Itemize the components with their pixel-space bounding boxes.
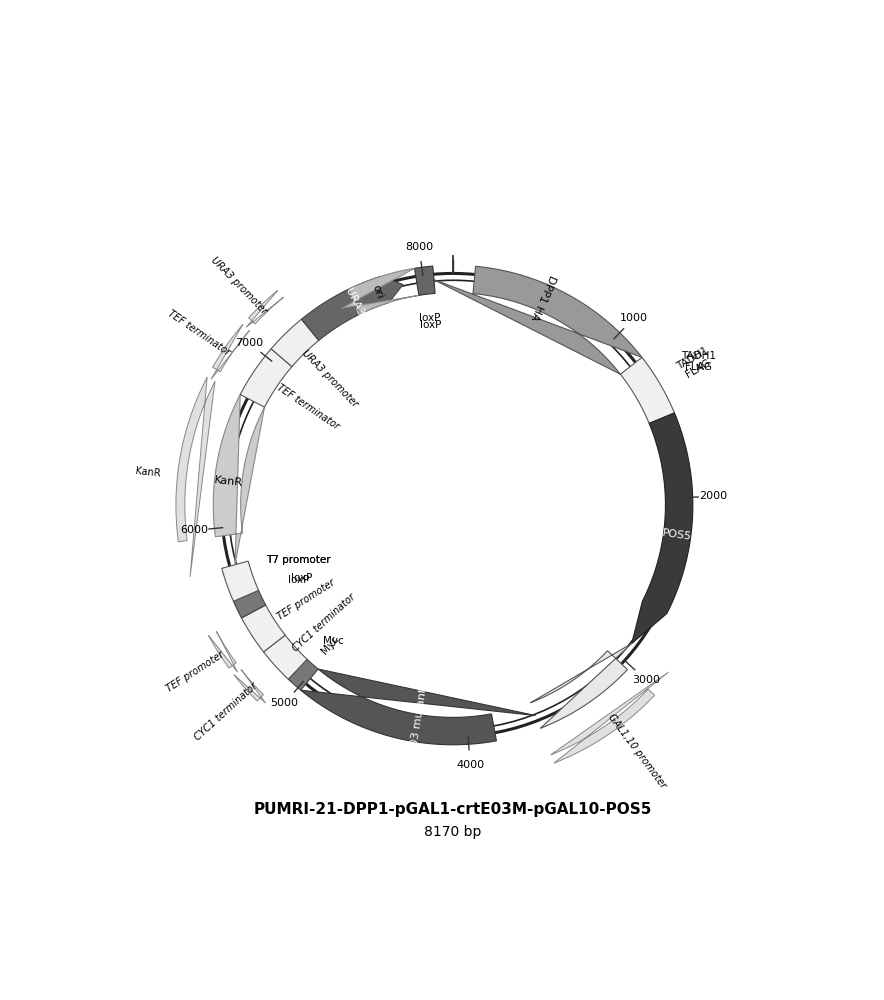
Polygon shape (288, 659, 318, 690)
Text: GAL1,10 promoter: GAL1,10 promoter (606, 712, 668, 790)
Polygon shape (246, 290, 284, 327)
Polygon shape (341, 268, 419, 314)
Text: 6000: 6000 (180, 525, 208, 535)
Text: Myc: Myc (323, 636, 343, 646)
Text: T7 promoter: T7 promoter (266, 555, 331, 565)
Text: loxP: loxP (419, 313, 440, 323)
Text: TEF terminator: TEF terminator (165, 309, 232, 358)
Polygon shape (240, 349, 292, 407)
Text: 7000: 7000 (235, 338, 263, 348)
Text: loxP: loxP (292, 573, 313, 583)
Polygon shape (233, 590, 266, 618)
Text: 4000: 4000 (456, 760, 484, 770)
Polygon shape (263, 635, 307, 679)
Polygon shape (209, 631, 238, 672)
Text: TEF promoter: TEF promoter (276, 578, 337, 622)
Polygon shape (621, 357, 674, 423)
Text: KanR: KanR (213, 475, 243, 488)
Text: ori: ori (371, 283, 385, 300)
Polygon shape (434, 266, 642, 374)
Polygon shape (213, 395, 264, 565)
Text: POS5: POS5 (662, 528, 692, 542)
Text: loxP: loxP (420, 320, 441, 330)
Text: PUMRI-21-DPP1-pGAL1-crtE03M-pGAL10-POS5: PUMRI-21-DPP1-pGAL1-crtE03M-pGAL10-POS5 (254, 802, 652, 817)
Text: URA3: URA3 (343, 286, 365, 317)
Polygon shape (271, 319, 319, 367)
Text: TEF promoter: TEF promoter (164, 650, 226, 694)
Text: 2000: 2000 (699, 491, 728, 501)
Text: Myc: Myc (319, 634, 340, 656)
Polygon shape (551, 672, 668, 763)
Text: CYC1 terminator: CYC1 terminator (193, 680, 259, 742)
Text: URA3 promoter: URA3 promoter (300, 348, 360, 409)
Polygon shape (176, 377, 215, 577)
Text: 8170 bp: 8170 bp (424, 825, 482, 839)
Text: 3000: 3000 (632, 675, 660, 685)
Polygon shape (301, 669, 536, 745)
Text: 5000: 5000 (271, 698, 299, 708)
Text: DPP1 HA: DPP1 HA (530, 274, 558, 322)
Polygon shape (234, 669, 266, 703)
Polygon shape (530, 644, 632, 728)
Text: 8000: 8000 (405, 242, 433, 252)
Text: TADH1
FLAG: TADH1 FLAG (675, 345, 716, 381)
Polygon shape (222, 561, 258, 601)
Polygon shape (241, 605, 286, 652)
Text: crtE03 mutant: crtE03 mutant (407, 688, 429, 769)
Polygon shape (211, 324, 249, 379)
Text: T7 promoter: T7 promoter (266, 555, 331, 565)
Polygon shape (415, 266, 435, 295)
Text: KanR: KanR (134, 466, 161, 479)
Text: URA3 promoter: URA3 promoter (209, 255, 269, 316)
Polygon shape (632, 413, 693, 644)
Text: CYC1 terminator: CYC1 terminator (290, 591, 357, 653)
Text: loxP: loxP (288, 575, 309, 585)
Text: TADH1
FLAG: TADH1 FLAG (681, 351, 716, 372)
Polygon shape (301, 276, 403, 340)
Text: TEF terminator: TEF terminator (275, 383, 341, 432)
Text: 1000: 1000 (620, 313, 648, 323)
